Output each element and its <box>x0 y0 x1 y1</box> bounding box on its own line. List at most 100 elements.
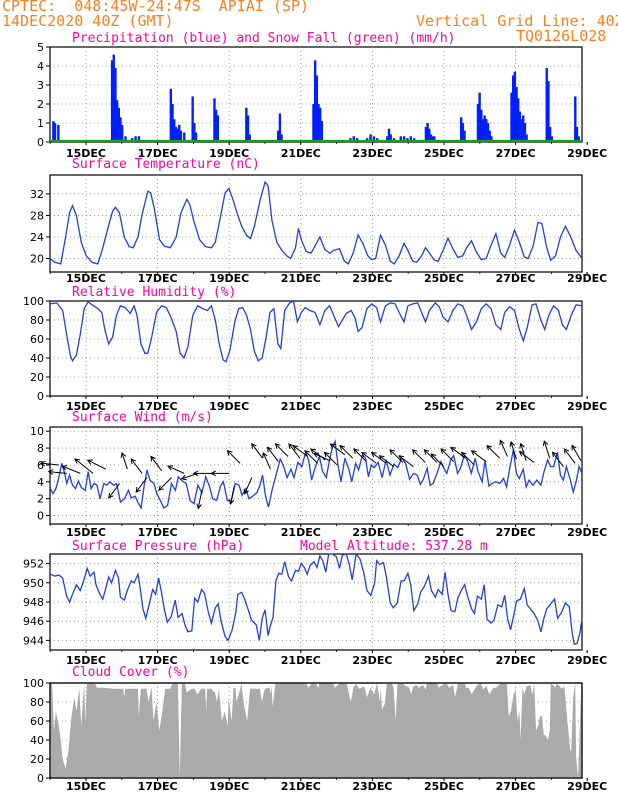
precip-bar <box>137 136 141 142</box>
y-tick-label: 5 <box>37 41 44 54</box>
precip-bar <box>577 136 580 142</box>
precip-bar <box>280 134 283 142</box>
x-tick-label: 17DEC <box>138 526 178 539</box>
y-tick-label: 20 <box>30 753 44 766</box>
x-tick-label: 23DEC <box>352 526 392 539</box>
wind-arrow <box>130 458 143 474</box>
precip-bar <box>57 124 60 142</box>
precip-bar <box>490 136 493 142</box>
wind-arrow-head <box>135 487 141 493</box>
y-tick-label: 40 <box>30 352 44 365</box>
precip-bar <box>320 121 324 142</box>
wind-arrow-head <box>108 492 114 499</box>
run-code: TQ0126L028 <box>516 27 607 45</box>
x-tick-label: 25DEC <box>424 272 464 285</box>
precip-bar <box>478 92 481 142</box>
precip-bar <box>114 67 117 142</box>
wind-arrow <box>262 452 271 470</box>
x-tick-label: 21DEC <box>281 526 321 539</box>
wind-arrow-head <box>243 488 249 495</box>
x-tick-label: 29DEC <box>567 147 607 160</box>
y-tick-label: 100 <box>23 295 44 308</box>
wind-arrow <box>304 450 318 464</box>
precip-bar <box>488 130 491 142</box>
y-tick-label: 1 <box>37 117 44 130</box>
wind-arrow <box>519 451 535 463</box>
precip-bar <box>53 123 57 142</box>
precip-bar <box>387 128 391 142</box>
wind-arrow-head <box>423 449 430 455</box>
x-tick-label: 15DEC <box>66 272 106 285</box>
wind-arrow-head <box>378 455 385 461</box>
wind-arrow <box>288 443 301 459</box>
location-header: CPTEC: 048:45W-24:47S APIAI (SP) <box>2 0 310 15</box>
series-line <box>49 552 583 646</box>
y-tick-label: 4 <box>37 476 44 489</box>
x-tick-label: 25DEC <box>424 654 464 667</box>
x-tick-label: 15DEC <box>66 654 106 667</box>
y-tick-label: 944 <box>23 634 44 647</box>
wind-arrow-head <box>353 448 359 454</box>
y-tick-label: 60 <box>30 333 44 346</box>
precip-bar <box>183 132 186 142</box>
y-tick-label: 4 <box>37 60 44 73</box>
precip-bar <box>115 100 119 142</box>
wind-arrow-head <box>61 465 68 471</box>
wind-arrow-head <box>74 458 81 464</box>
wind-arrow-head <box>361 451 367 458</box>
x-tick-label: 19DEC <box>209 526 249 539</box>
y-tick-label: 80 <box>30 696 44 709</box>
wind-arrow-head <box>329 443 336 449</box>
wind-arrow <box>486 445 501 459</box>
precip-bar <box>510 92 513 142</box>
precip-bar <box>511 75 515 142</box>
wind-arrow <box>339 445 354 459</box>
wind-arrow <box>62 465 81 474</box>
wind-arrow <box>424 449 438 463</box>
wind-arrow-head <box>370 451 377 458</box>
precip-bar <box>248 134 251 142</box>
wind-arrow-head <box>228 499 235 506</box>
wind-arrow-head <box>509 441 515 447</box>
x-tick-label: 19DEC <box>209 272 249 285</box>
wind-arrow-head <box>310 448 316 454</box>
wind-arrow <box>353 448 367 462</box>
wind-arrow-head <box>192 470 199 477</box>
y-tick-label: 40 <box>30 734 44 747</box>
precip-bar <box>431 136 434 142</box>
precip-bar <box>409 136 413 142</box>
panel-title: Surface Temperature (nC) <box>72 157 260 172</box>
precip-bar <box>245 107 248 142</box>
precip-bar <box>312 104 315 142</box>
wind-arrow <box>197 490 203 509</box>
x-tick-label: 21DEC <box>281 400 321 413</box>
y-tick-label: 100 <box>23 677 44 690</box>
wind-arrow <box>398 455 414 468</box>
precip-bar <box>575 126 579 142</box>
x-tick-label: 27DEC <box>496 272 536 285</box>
series-line <box>49 438 583 510</box>
precip-bar <box>386 136 389 142</box>
panel-frame <box>49 426 583 525</box>
y-tick-label: 10 <box>30 425 44 438</box>
precip-bar <box>134 136 137 142</box>
x-tick-label: 19DEC <box>209 654 249 667</box>
precip-bar <box>124 136 127 142</box>
wind-arrow-head <box>411 449 418 455</box>
wind-arrow-head <box>158 485 164 491</box>
x-tick-label: 23DEC <box>352 654 392 667</box>
y-tick-label: 3 <box>37 79 44 92</box>
wind-arrow-head <box>460 451 467 458</box>
precip-bar <box>171 104 174 142</box>
x-tick-label: 23DEC <box>352 780 392 793</box>
x-tick-label: 27DEC <box>496 400 536 413</box>
series-line <box>49 300 583 363</box>
precip-bar <box>481 119 485 142</box>
precip-bar <box>120 124 124 142</box>
wind-arrow-head <box>266 446 273 453</box>
precip-bar <box>112 54 115 142</box>
precip-bar <box>352 136 355 142</box>
panel-title: Cloud Cover (%) <box>72 665 189 680</box>
x-tick-label: 29DEC <box>567 272 607 285</box>
